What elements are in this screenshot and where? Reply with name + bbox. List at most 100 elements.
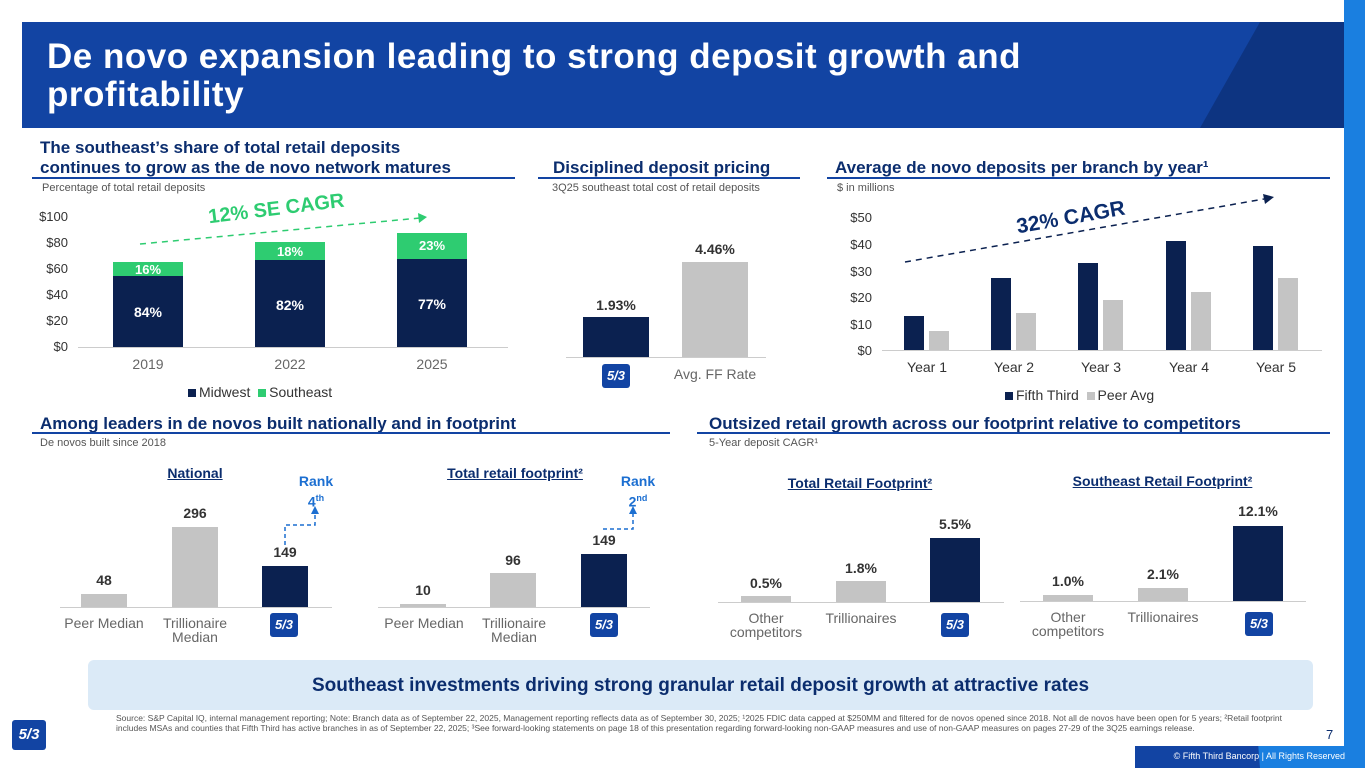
avg-heading-rule xyxy=(827,177,1330,179)
leaders-heading-rule xyxy=(32,432,670,434)
footprint-rank: Rank 2nd xyxy=(610,473,666,511)
share-xtick: 2025 xyxy=(416,356,448,372)
footprint-label-trillionaire: 96 xyxy=(505,552,521,568)
fifth-third-logo-icon: 5/3 xyxy=(602,364,630,388)
share-label-midwest-2022: 82% xyxy=(275,297,305,313)
share-xtick: 2019 xyxy=(132,356,164,372)
national-x-axis xyxy=(60,607,332,608)
fifth-third-logo-icon: 5/3 xyxy=(941,613,969,637)
legend-midwest: Midwest xyxy=(199,384,251,400)
legend-fifth-third: Fifth Third xyxy=(1016,387,1079,403)
pricing-xtick-ff-rate: Avg. FF Rate xyxy=(673,366,757,382)
avg-bar-peer-y2 xyxy=(1016,313,1036,350)
share-ytick: $60 xyxy=(46,261,68,276)
title-bar xyxy=(22,22,1344,128)
national-title: National xyxy=(167,465,223,481)
footprint-rank-sup: nd xyxy=(636,493,648,503)
national-xtick-trillionaire-l2: Median xyxy=(172,629,218,645)
national-xtick-trillionaire-l1: Trillionaire xyxy=(162,615,228,631)
national-label-trillionaire: 296 xyxy=(183,505,207,521)
share-legend: Midwest Southeast xyxy=(188,384,332,400)
share-label-southeast-2022: 18% xyxy=(276,244,304,259)
avg-bar-fifth-third-y3 xyxy=(1078,263,1098,350)
pricing-heading-rule xyxy=(538,177,800,179)
share-bar-midwest-2019 xyxy=(113,276,183,347)
footprint-xtick-trillionaire-l2: Median xyxy=(491,629,537,645)
southeast-footprint-bar-trillionaires xyxy=(1138,588,1188,601)
avg-ytick: $0 xyxy=(857,343,872,358)
southeast-footprint-xtick-other-l1: Other xyxy=(1050,609,1086,625)
avg-legend: Fifth Third Peer Avg xyxy=(1005,387,1154,403)
share-bar-midwest-2025 xyxy=(397,259,467,347)
footprint-bar-peer-median xyxy=(400,604,446,607)
pricing-label-ff-rate: 4.46% xyxy=(695,241,735,257)
national-rank-sup: th xyxy=(315,493,325,503)
leaders-heading: Among leaders in de novos built national… xyxy=(40,414,517,433)
footprint-title: Total retail footprint² xyxy=(447,465,583,481)
share-label-southeast-2019: 16% xyxy=(134,262,162,277)
outsized-subtitle: 5-Year deposit CAGR¹ xyxy=(709,437,819,449)
legend-peer-avg: Peer Avg xyxy=(1097,387,1155,403)
avg-subtitle: $ in millions xyxy=(837,182,895,194)
footprint-label-fifth-third: 149 xyxy=(592,532,616,548)
national-bar-peer-median xyxy=(81,594,127,607)
legend-swatch-midwest xyxy=(188,389,196,398)
share-bar-southeast-2022 xyxy=(255,242,325,260)
national-rank: Rank 4th xyxy=(288,473,344,511)
total-footprint-label-other: 0.5% xyxy=(750,575,782,591)
avg-ytick: $40 xyxy=(850,237,872,252)
share-bar-southeast-2019 xyxy=(113,262,183,276)
total-footprint-label-trillionaires: 1.8% xyxy=(845,560,877,576)
share-heading-rule xyxy=(32,177,515,179)
national-xtick-peer-median: Peer Median xyxy=(64,615,144,631)
fifth-third-corner-logo-icon: 5/3 xyxy=(12,720,46,750)
share-label-midwest-2019: 84% xyxy=(133,304,163,320)
avg-xtick: Year 3 xyxy=(1081,359,1121,375)
national-label-fifth-third: 149 xyxy=(273,544,297,560)
total-footprint-label-fifth-third: 5.5% xyxy=(939,516,971,532)
total-footprint-xtick-trillionaires: Trillionaires xyxy=(825,610,897,626)
avg-bar-fifth-third-y2 xyxy=(991,278,1011,350)
avg-cagr-arrow xyxy=(904,194,1274,263)
southeast-footprint-x-axis xyxy=(1020,601,1306,602)
avg-xtick: Year 2 xyxy=(994,359,1034,375)
total-footprint-xtick-other-l2: competitors xyxy=(729,624,803,640)
fifth-third-logo-icon: 5/3 xyxy=(1245,612,1273,636)
avg-bar-peer-y4 xyxy=(1191,292,1211,350)
avg-heading: Average de novo deposits per branch by y… xyxy=(835,158,1209,177)
share-ytick: $40 xyxy=(46,287,68,302)
page-number: 7 xyxy=(1326,727,1334,742)
avg-xtick: Year 4 xyxy=(1169,359,1209,375)
share-heading-line2: continues to grow as the de novo network… xyxy=(40,158,451,177)
avg-x-axis xyxy=(882,350,1322,351)
avg-ytick: $50 xyxy=(850,210,872,225)
share-heading-line1: The southeast’s share of total retail de… xyxy=(40,138,401,157)
national-bar-fifth-third xyxy=(262,566,308,607)
southeast-footprint-bar-fifth-third xyxy=(1233,526,1283,601)
legend-swatch-peer-avg xyxy=(1086,392,1095,401)
fifth-third-logo-icon: 5/3 xyxy=(270,613,298,637)
avg-xtick: Year 5 xyxy=(1256,359,1296,375)
pricing-x-axis xyxy=(566,357,766,358)
avg-bar-fifth-third-y4 xyxy=(1166,241,1186,350)
total-footprint-bar-other xyxy=(741,596,791,602)
avg-xtick: Year 1 xyxy=(907,359,947,375)
footer-banner-background xyxy=(88,660,1313,710)
legend-southeast: Southeast xyxy=(269,384,333,400)
share-label-midwest-2025: 77% xyxy=(417,296,447,312)
leaders-subtitle: De novos built since 2018 xyxy=(40,437,166,449)
share-ytick: $80 xyxy=(46,235,68,250)
avg-bar-fifth-third-y5 xyxy=(1253,246,1273,350)
pricing-bar-ff-rate xyxy=(682,262,748,357)
footprint-label-peer-median: 10 xyxy=(415,582,431,598)
footer-banner: Southeast investments driving strong gra… xyxy=(311,675,1090,696)
share-ytick: $0 xyxy=(53,339,68,354)
legend-swatch-fifth-third xyxy=(1005,392,1013,401)
national-rank-num: 4 xyxy=(307,493,316,510)
avg-ytick: $30 xyxy=(850,264,872,279)
national-rank-word: Rank xyxy=(298,473,334,489)
footprint-rank-num: 2 xyxy=(628,493,637,510)
national-label-peer-median: 48 xyxy=(96,572,112,588)
copyright: © Fifth Third Bancorp | All Rights Reser… xyxy=(1173,751,1345,761)
avg-ytick: $20 xyxy=(850,290,872,305)
